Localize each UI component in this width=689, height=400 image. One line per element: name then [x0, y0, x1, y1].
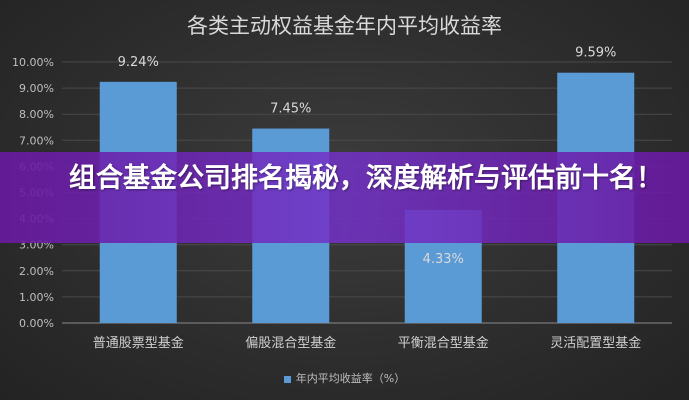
data-label: 4.33%: [423, 252, 464, 267]
y-tick-label: 0.00%: [19, 317, 54, 330]
y-tick-label: 9.00%: [19, 82, 54, 95]
legend-swatch: [283, 375, 291, 383]
y-tick-label: 8.00%: [19, 108, 54, 121]
data-label: 9.59%: [575, 46, 616, 61]
headline-banner: 组合基金公司排名揭秘，深度解析与评估前十名！: [0, 152, 689, 243]
y-tick-label: 1.00%: [19, 291, 54, 304]
y-tick-label: 2.00%: [19, 265, 54, 278]
x-tick-label: 平衡混合型基金: [398, 335, 489, 351]
x-tick-label: 灵活配置型基金: [550, 335, 641, 351]
legend: 年内平均收益率（%）: [0, 370, 689, 386]
chart-title: 各类主动权益基金年内平均收益率: [187, 14, 502, 38]
data-label: 7.45%: [270, 102, 311, 117]
headline-text: 组合基金公司排名揭秘，深度解析与评估前十名！: [69, 163, 663, 194]
y-tick-label: 10.00%: [12, 56, 54, 69]
y-tick-label: 7.00%: [19, 134, 54, 147]
legend-label: 年内平均收益率（%）: [295, 372, 406, 385]
x-tick-label: 偏股混合型基金: [245, 335, 336, 351]
x-tick-label: 普通股票型基金: [93, 335, 184, 351]
data-label: 9.24%: [118, 55, 159, 70]
